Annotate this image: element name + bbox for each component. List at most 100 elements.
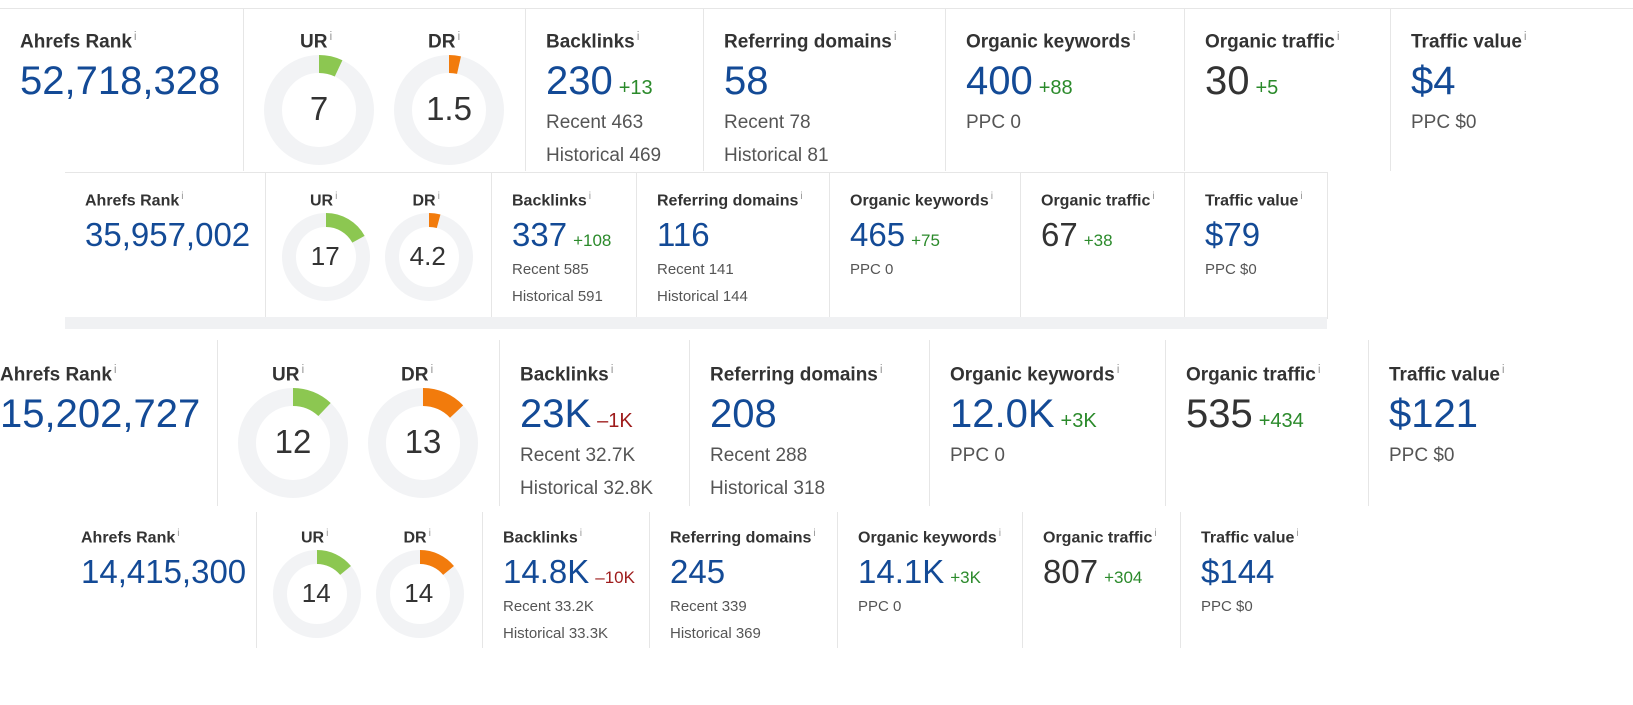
info-icon[interactable]: i <box>1132 29 1136 43</box>
referring-domains-cell: Referring domains i 116 Recent 141 Histor… <box>637 173 830 318</box>
referring-domains-historical[interactable]: Historical 318 <box>710 478 826 500</box>
info-icon[interactable]: i <box>588 191 592 202</box>
backlinks-recent[interactable]: Recent 463 <box>546 112 644 134</box>
info-icon[interactable]: i <box>1152 191 1155 202</box>
dr-gauge-ring <box>368 388 478 498</box>
info-icon[interactable]: i <box>301 362 305 376</box>
referring-domains-cell: Referring domains i 58 Recent 78 Historic… <box>704 9 946 171</box>
info-icon[interactable]: i <box>1501 362 1505 376</box>
organic-traffic-value[interactable]: 535 <box>1186 392 1253 437</box>
dr-gauge-ring <box>394 55 504 165</box>
ahrefs-rank-value[interactable]: 52,718,328 <box>20 59 221 104</box>
referring-domains-recent[interactable]: Recent 288 <box>710 445 808 467</box>
backlinks-value[interactable]: 14.8K <box>503 553 590 591</box>
dr-gauge[interactable]: DR i 1.5 <box>394 29 504 169</box>
ahrefs-rank-value[interactable]: 14,415,300 <box>81 553 247 591</box>
info-icon[interactable]: i <box>1523 29 1527 43</box>
ur-gauge-ring <box>282 213 370 301</box>
ahrefs-rank-label: Ahrefs Rank i <box>85 191 184 210</box>
info-icon[interactable]: i <box>990 191 994 202</box>
referring-domains-label: Referring domains i <box>724 29 897 53</box>
info-icon[interactable]: i <box>636 29 640 43</box>
organic-traffic-value[interactable]: 30 <box>1205 59 1250 104</box>
organic-keywords-value[interactable]: 12.0K <box>950 392 1055 437</box>
organic-keywords-value[interactable]: 14.1K <box>858 553 945 591</box>
info-icon[interactable]: i <box>800 191 803 202</box>
ur-value: 12 <box>274 423 312 461</box>
info-icon[interactable]: i <box>133 29 137 43</box>
traffic-value-value[interactable]: $144 <box>1201 553 1275 591</box>
referring-domains-value[interactable]: 245 <box>670 553 726 591</box>
organic-keywords-ppc: PPC 0 <box>966 112 1021 134</box>
info-icon[interactable]: i <box>329 29 333 43</box>
info-icon[interactable]: i <box>1300 191 1303 202</box>
traffic-value-label: Traffic value i <box>1201 528 1299 547</box>
info-icon[interactable]: i <box>1336 29 1340 43</box>
referring-domains-recent[interactable]: Recent 339 <box>670 598 747 616</box>
organic-keywords-label: Organic keywords i <box>966 29 1136 53</box>
info-icon[interactable]: i <box>893 29 897 43</box>
traffic-value-label: Traffic value i <box>1411 29 1527 53</box>
backlinks-recent[interactable]: Recent 33.2K <box>503 598 594 616</box>
backlinks-label: Backlinks i <box>503 528 583 547</box>
info-icon[interactable]: i <box>1296 528 1299 539</box>
backlinks-historical[interactable]: Historical 33.3K <box>503 625 609 643</box>
organic-traffic-value[interactable]: 807 <box>1043 553 1099 591</box>
info-icon[interactable]: i <box>181 191 184 202</box>
dr-gauge-arc <box>394 55 504 165</box>
ur-gauge[interactable]: UR i 17 <box>282 191 370 311</box>
backlinks-value[interactable]: 337 <box>512 216 568 254</box>
info-icon[interactable]: i <box>1154 528 1157 539</box>
info-icon[interactable]: i <box>998 528 1002 539</box>
referring-domains-recent[interactable]: Recent 141 <box>657 261 734 279</box>
info-icon[interactable]: i <box>457 29 461 43</box>
organic-traffic-value[interactable]: 67 <box>1041 216 1078 254</box>
traffic-value-ppc: PPC $0 <box>1205 261 1257 279</box>
organic-keywords-value[interactable]: 400 <box>966 59 1033 104</box>
ahrefs-rank-value[interactable]: 35,957,002 <box>85 216 251 254</box>
backlinks-value[interactable]: 23K <box>520 392 592 437</box>
info-icon[interactable]: i <box>335 191 338 202</box>
referring-domains-historical[interactable]: Historical 81 <box>724 145 829 167</box>
info-icon[interactable]: i <box>813 528 816 539</box>
info-icon[interactable]: i <box>437 191 440 202</box>
info-icon[interactable]: i <box>326 528 329 539</box>
referring-domains-value[interactable]: 116 <box>657 216 710 254</box>
backlinks-recent[interactable]: Recent 585 <box>512 261 589 279</box>
dr-gauge[interactable]: DR i 14 <box>375 528 464 648</box>
info-icon[interactable]: i <box>879 362 883 376</box>
traffic-value-value[interactable]: $121 <box>1389 392 1478 437</box>
ahrefs-rank-value[interactable]: 15,202,727 <box>0 392 201 437</box>
ur-label: UR i <box>300 29 333 53</box>
dr-gauge[interactable]: DR i 4.2 <box>384 191 473 311</box>
info-icon[interactable]: i <box>428 528 431 539</box>
backlinks-historical[interactable]: Historical 591 <box>512 288 603 306</box>
ur-gauge[interactable]: UR i 12 <box>238 362 348 502</box>
ur-gauge[interactable]: UR i 7 <box>264 29 374 169</box>
ur-gauge[interactable]: UR i 14 <box>273 528 361 648</box>
info-icon[interactable]: i <box>430 362 434 376</box>
traffic-value-value[interactable]: $79 <box>1205 216 1261 254</box>
dr-gauge[interactable]: DR i 13 <box>368 362 478 502</box>
referring-domains-value[interactable]: 208 <box>710 392 777 437</box>
organic-keywords-value[interactable]: 465 <box>850 216 906 254</box>
referring-domains-value[interactable]: 58 <box>724 59 769 104</box>
organic-keywords-label: Organic keywords i <box>950 362 1120 386</box>
traffic-value-ppc: PPC $0 <box>1389 445 1455 467</box>
info-icon[interactable]: i <box>579 528 583 539</box>
referring-domains-historical[interactable]: Historical 144 <box>657 288 748 306</box>
backlinks-historical[interactable]: Historical 469 <box>546 145 662 167</box>
backlinks-historical[interactable]: Historical 32.8K <box>520 478 654 500</box>
referring-domains-recent[interactable]: Recent 78 <box>724 112 811 134</box>
info-icon[interactable]: i <box>113 362 117 376</box>
info-icon[interactable]: i <box>1116 362 1120 376</box>
backlinks-value[interactable]: 230 <box>546 59 613 104</box>
info-icon[interactable]: i <box>610 362 614 376</box>
traffic-value-value[interactable]: $4 <box>1411 59 1456 104</box>
dr-gauge-ring <box>375 550 464 638</box>
ahrefs-rank-cell: Ahrefs Rank i 35,957,002 <box>65 173 266 318</box>
info-icon[interactable]: i <box>1317 362 1321 376</box>
backlinks-recent[interactable]: Recent 32.7K <box>520 445 636 467</box>
referring-domains-historical[interactable]: Historical 369 <box>670 625 761 643</box>
info-icon[interactable]: i <box>177 528 180 539</box>
